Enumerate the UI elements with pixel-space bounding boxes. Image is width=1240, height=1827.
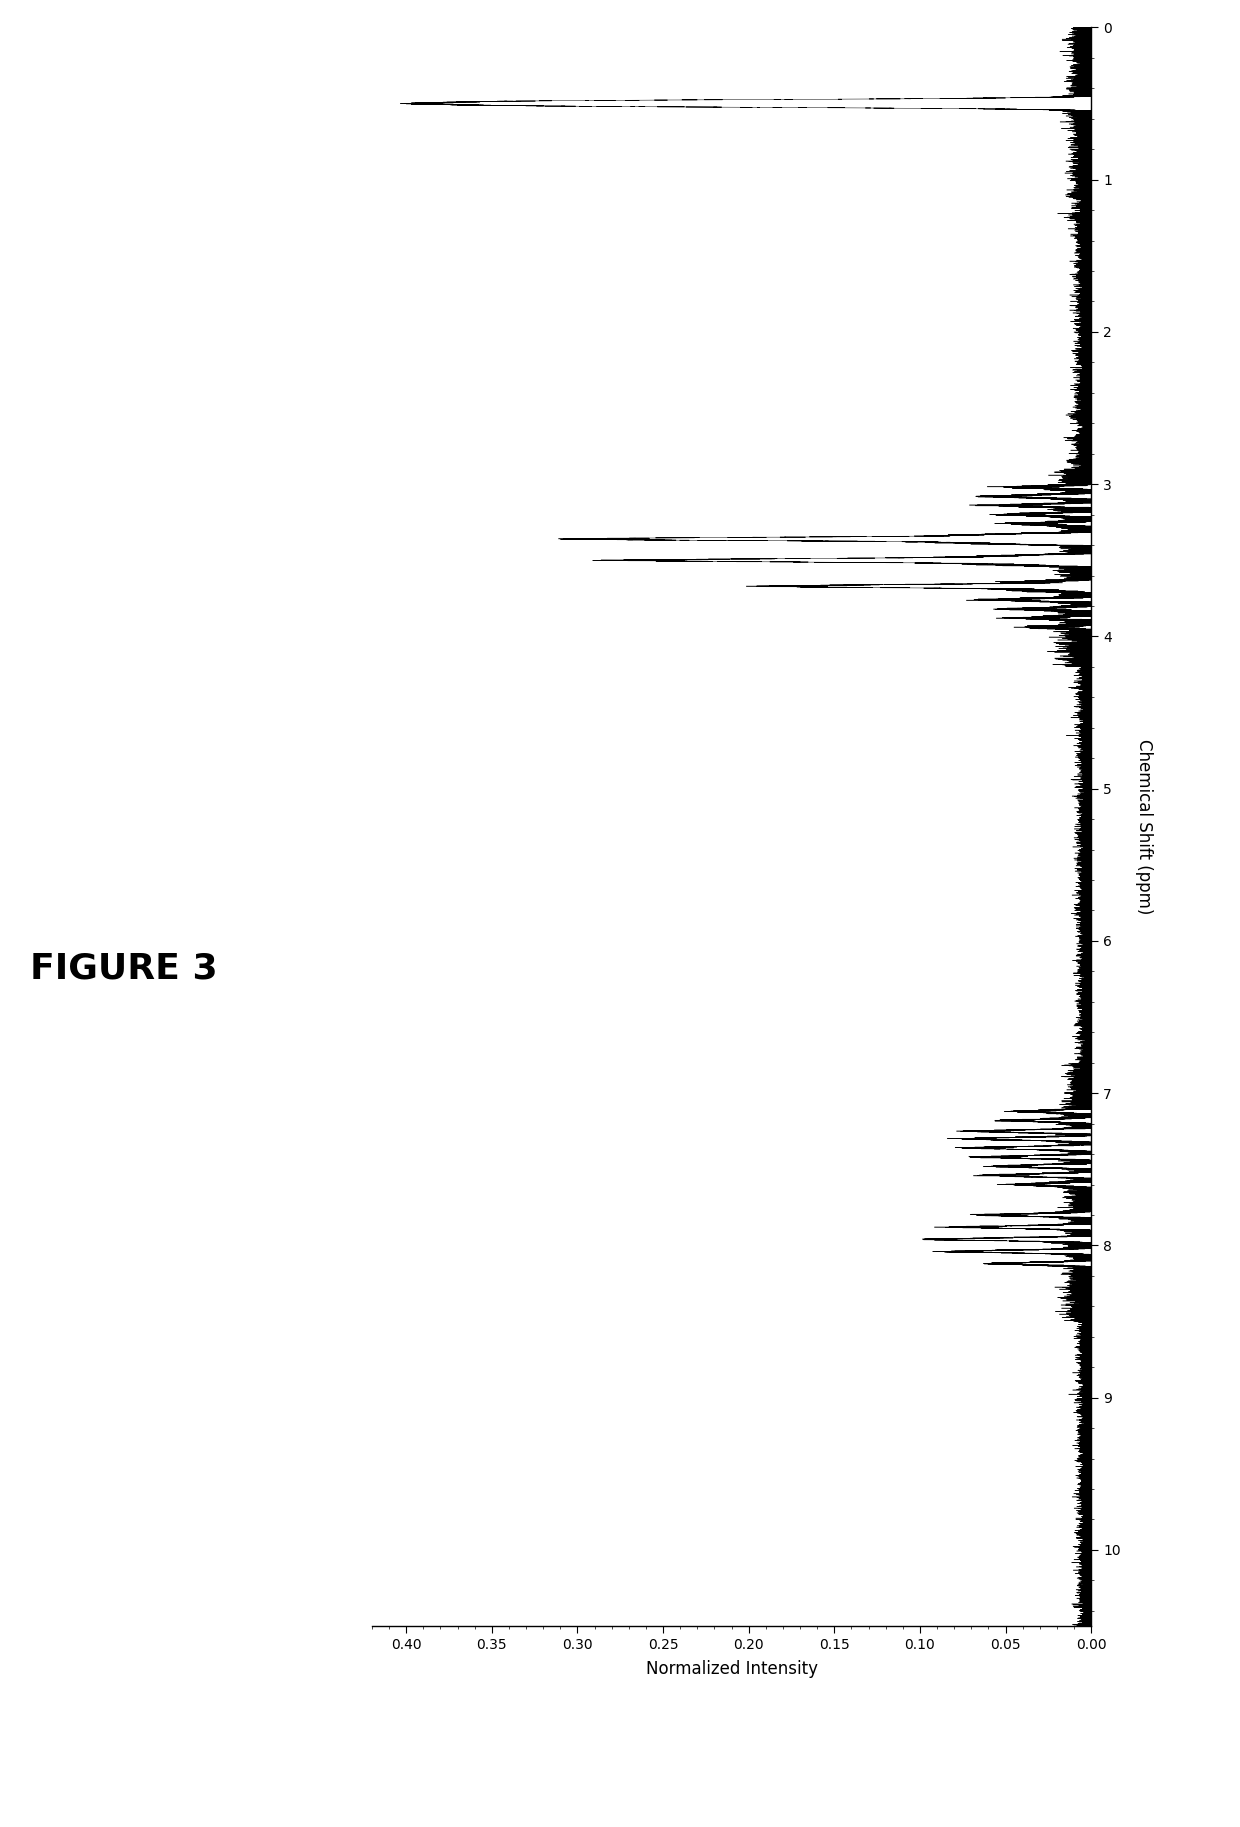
Y-axis label: Chemical Shift (ppm): Chemical Shift (ppm) bbox=[1135, 740, 1152, 914]
Text: FIGURE 3: FIGURE 3 bbox=[30, 952, 218, 985]
X-axis label: Normalized Intensity: Normalized Intensity bbox=[646, 1661, 817, 1679]
